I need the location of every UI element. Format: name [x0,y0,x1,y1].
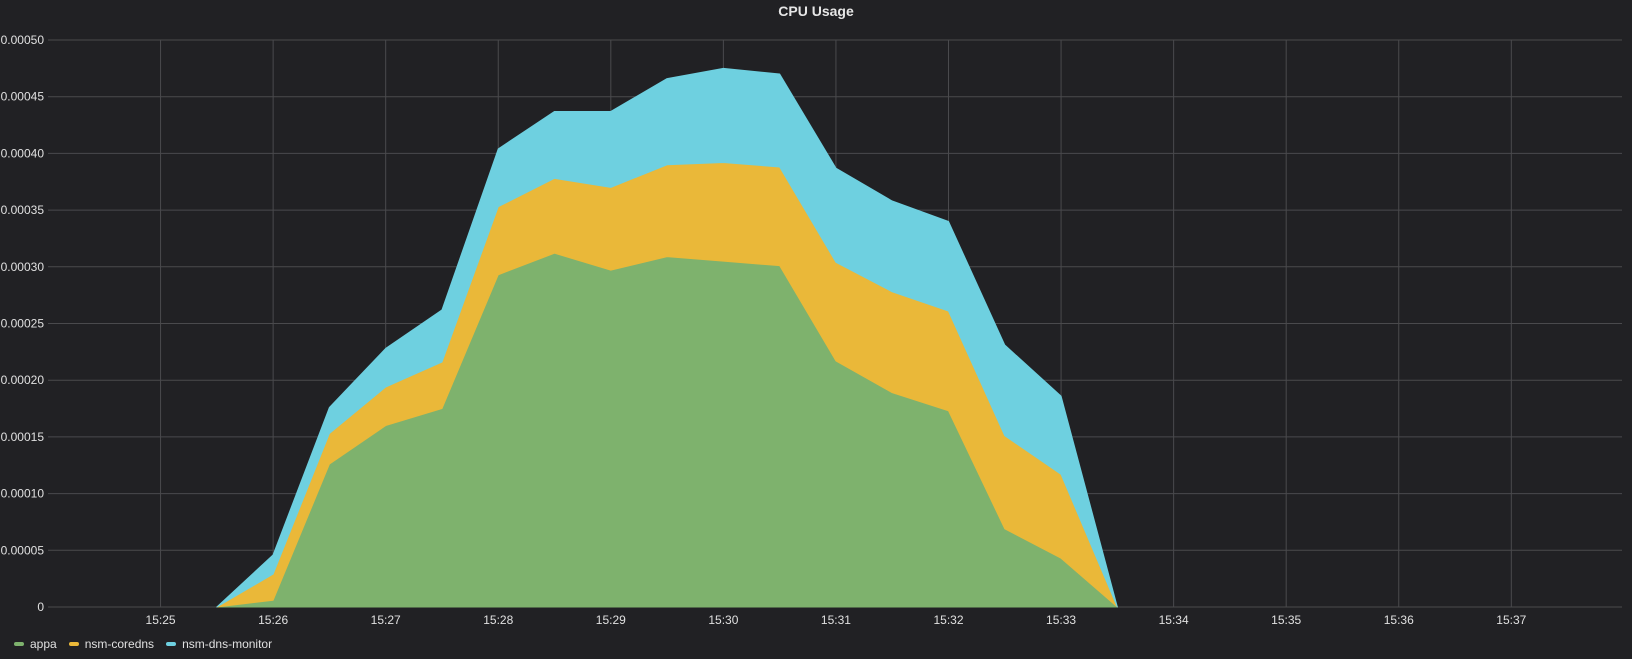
legend: appa nsm-coredns nsm-dns-monitor [14,637,272,651]
data-point-nsm-dns-monitor[interactable] [778,72,782,76]
y-tick-label: 0 [37,600,44,614]
y-tick-label: 0.00010 [1,487,45,501]
legend-item-nsm-coredns[interactable]: nsm-coredns [68,637,155,651]
panel-title[interactable]: CPU Usage [778,3,854,19]
data-point-nsm-dns-monitor[interactable] [947,219,951,223]
y-tick-label: 0.00050 [1,33,45,47]
data-point-nsm-dns-monitor[interactable] [1003,343,1007,347]
data-point-nsm-dns-monitor[interactable] [215,605,219,609]
data-point-nsm-dns-monitor[interactable] [496,147,500,151]
y-tick-label: 0.00005 [1,543,45,557]
y-tick-label: 0.00030 [1,260,45,274]
y-tick-label: 0.00025 [1,317,45,331]
x-tick-label: 15:29 [596,613,626,627]
x-tick-label: 15:36 [1384,613,1414,627]
x-tick-label: 15:28 [483,613,513,627]
data-point-nsm-dns-monitor[interactable] [834,166,838,170]
x-tick-label: 15:34 [1159,613,1189,627]
data-point-nsm-dns-monitor[interactable] [384,346,388,350]
legend-swatch [68,642,79,646]
x-axis-ticks: 15:25 15:26 15:27 15:28 15:29 15:30 15:31 15:32… [146,613,1527,627]
data-point-nsm-dns-monitor[interactable] [609,109,613,113]
legend-item-nsm-dns-monitor[interactable]: nsm-dns-monitor [166,637,272,651]
x-tick-label: 15:26 [258,613,288,627]
legend-label: appa [30,637,57,651]
data-point-nsm-dns-monitor[interactable] [890,199,894,203]
y-tick-label: 0.00035 [1,203,45,217]
legend-swatch [166,642,177,646]
series-area-nsm-dns-monitor[interactable] [216,67,1118,608]
x-tick-label: 15:30 [708,613,738,627]
data-point-nsm-dns-monitor[interactable] [721,66,725,70]
data-point-nsm-dns-monitor[interactable] [271,553,275,557]
data-point-nsm-dns-monitor[interactable] [553,109,557,113]
x-tick-label: 15:35 [1271,613,1301,627]
legend-label: nsm-dns-monitor [182,637,273,651]
x-tick-label: 15:32 [933,613,963,627]
x-tick-label: 15:27 [371,613,401,627]
y-tick-label: 0.00040 [1,146,45,160]
data-point-nsm-dns-monitor[interactable] [440,308,444,312]
legend-item-appa[interactable]: appa [14,637,57,651]
data-point-nsm-dns-monitor[interactable] [665,77,669,81]
legend-label: nsm-coredns [84,637,155,651]
data-point-nsm-dns-monitor[interactable] [1115,605,1119,609]
y-axis-ticks: 0 0.00005 0.00010 0.00015 0.00020 0.00025 0.00… [1,33,45,614]
y-tick-label: 0.00045 [1,90,45,104]
area-layer [215,66,1119,609]
x-tick-label: 15:31 [821,613,851,627]
legend-swatch [14,642,24,646]
x-tick-label: 15:37 [1496,613,1526,627]
y-tick-label: 0.00020 [1,373,45,387]
x-tick-label: 15:33 [1046,613,1076,627]
x-tick-label: 15:25 [146,613,176,627]
data-point-nsm-dns-monitor[interactable] [1059,394,1063,398]
y-tick-label: 0.00015 [1,430,45,444]
data-point-nsm-dns-monitor[interactable] [327,405,331,409]
